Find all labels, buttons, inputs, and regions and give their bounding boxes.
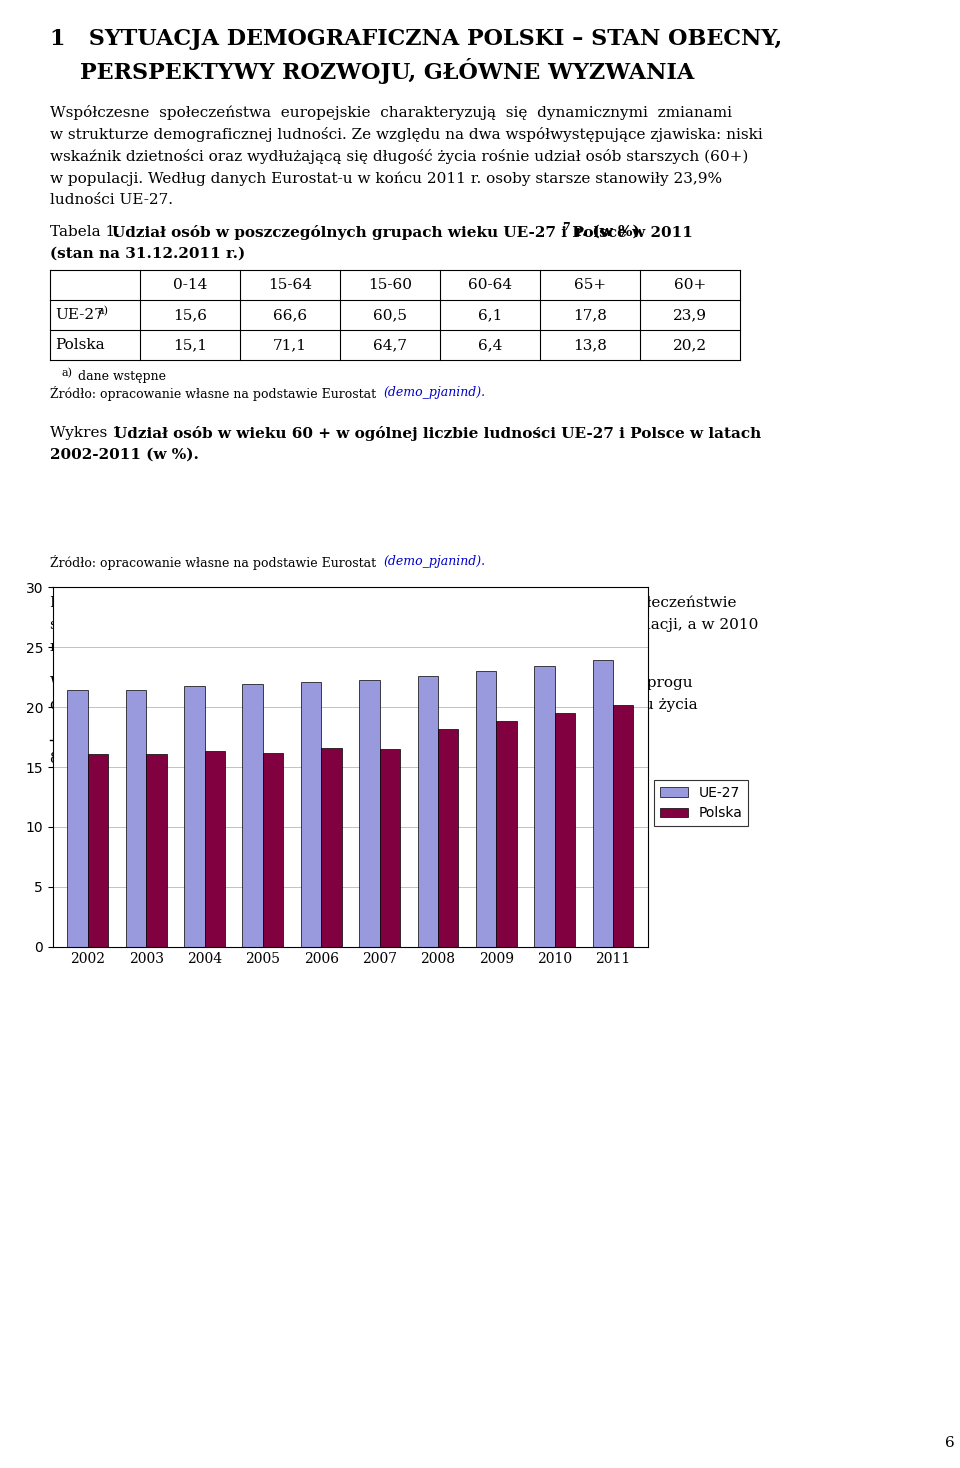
Bar: [243, 684, 263, 947]
Text: 60-64: 60-64: [468, 277, 512, 292]
Text: r. (w %): r. (w %): [570, 225, 639, 239]
Text: 6: 6: [946, 1436, 955, 1450]
Text: Tabela 1.: Tabela 1.: [50, 225, 125, 239]
Text: 15-60: 15-60: [368, 277, 412, 292]
Text: 20,2: 20,2: [673, 338, 708, 352]
Bar: [613, 705, 634, 947]
Text: 2002-2011 (w %).: 2002-2011 (w %).: [50, 448, 199, 462]
Text: dane wstępne: dane wstępne: [74, 370, 166, 383]
Text: 15-64: 15-64: [268, 277, 312, 292]
Text: 1   SYTUACJA DEMOGRAFICZNA POLSKI – STAN OBECNY,: 1 SYTUACJA DEMOGRAFICZNA POLSKI – STAN O…: [50, 28, 782, 50]
Text: PERSPEKTYWY ROZWOJU, GŁÓWNE WYZWANIA: PERSPEKTYWY ROZWOJU, GŁÓWNE WYZWANIA: [80, 59, 694, 84]
Text: 0-14: 0-14: [173, 277, 207, 292]
Bar: [146, 755, 167, 947]
Bar: [534, 666, 555, 947]
Text: 6,1: 6,1: [478, 308, 502, 321]
Bar: [204, 752, 225, 947]
Bar: [379, 749, 400, 947]
Text: demograficznej starości jest przekroczenie 12% udziału osób powyżej 60 roku życi: demograficznej starości jest przekroczen…: [50, 697, 698, 712]
Text: Źródło: opracowanie własne na podstawie Eurostat: Źródło: opracowanie własne na podstawie …: [50, 386, 380, 401]
Text: Według kryteriów przyjętych przez E. Rosseta wyznacznikiem przekroczenia progu: Według kryteriów przyjętych przez E. Ros…: [50, 675, 692, 690]
Text: 17,8: 17,8: [573, 308, 607, 321]
Text: (stan na 31.12.2011 r.): (stan na 31.12.2011 r.): [50, 247, 245, 261]
Text: 71,1: 71,1: [273, 338, 307, 352]
Bar: [555, 713, 575, 947]
Bar: [359, 680, 379, 947]
Text: Udział osób w wieku 60 + w ogólnej liczbie ludności UE-27 i Polsce w latach: Udział osób w wieku 60 + w ogólnej liczb…: [114, 426, 761, 440]
Text: Podobne trendy obserwuje się w Polsce. Udział osób starszych w polskim społeczeń: Podobne trendy obserwuje się w Polsce. U…: [50, 595, 736, 611]
Bar: [438, 728, 458, 947]
Text: UE-27: UE-27: [55, 308, 104, 321]
Text: 15,6: 15,6: [173, 308, 207, 321]
Bar: [184, 686, 204, 947]
Text: Współczesne  społeczeństwa  europejskie  charakteryzują  się  dynamicznymi  zmia: Współczesne społeczeństwa europejskie ch…: [50, 106, 732, 120]
Text: Źródło: opracowanie własne na podstawie Eurostat: Źródło: opracowanie własne na podstawie …: [50, 555, 380, 570]
Bar: [263, 753, 283, 947]
Text: 23,9: 23,9: [673, 308, 707, 321]
Text: 65+: 65+: [574, 277, 606, 292]
Text: (demo_pjanind).: (demo_pjanind).: [383, 555, 485, 568]
Text: 15,1: 15,1: [173, 338, 207, 352]
Text: r. już 19,7%,  co oznacza przyrost o 2 mln. osób (36,7 %).: r. już 19,7%, co oznacza przyrost o 2 ml…: [50, 639, 492, 655]
Bar: [496, 721, 516, 947]
Bar: [67, 690, 87, 947]
Bar: [418, 675, 438, 947]
Text: 66,6: 66,6: [273, 308, 307, 321]
Text: a): a): [62, 368, 73, 379]
Text: Polska: Polska: [55, 338, 105, 352]
Text: 13,8: 13,8: [573, 338, 607, 352]
Bar: [592, 661, 613, 947]
Text: ludności UE-27.: ludności UE-27.: [50, 192, 173, 207]
Text: (demo_pjanind).: (demo_pjanind).: [383, 386, 485, 399]
Text: wskaźnik dzietności oraz wydłużającą się długość życia rośnie udział osób starsz: wskaźnik dzietności oraz wydłużającą się…: [50, 148, 749, 164]
Text: Wykres 1.: Wykres 1.: [50, 426, 132, 440]
Bar: [87, 755, 108, 947]
Text: systematycznie rośnie. W 1988 r. ludność w wieku 60+stanowiła 14,5% populacji, a: systematycznie rośnie. W 1988 r. ludność…: [50, 617, 758, 633]
Text: w strukturze demograficznej ludności. Ze względu na dwa współwystępujące zjawisk: w strukturze demograficznej ludności. Ze…: [50, 128, 763, 142]
Legend: UE-27, Polska: UE-27, Polska: [655, 780, 748, 826]
Bar: [126, 690, 146, 947]
Text: 64,7: 64,7: [373, 338, 407, 352]
Bar: [476, 671, 496, 947]
Bar: [300, 683, 322, 947]
Text: 60,5: 60,5: [373, 308, 407, 321]
Text: 8: 8: [352, 636, 359, 646]
Text: 7: 7: [562, 222, 569, 232]
Text: a): a): [98, 305, 109, 316]
Bar: [322, 747, 342, 947]
Text: 8 GUS.: 8 GUS.: [50, 752, 99, 766]
Text: 6,4: 6,4: [478, 338, 502, 352]
Text: w populacji. Według danych Eurostat-u w końcu 2011 r. osoby starsze stanowiły 23: w populacji. Według danych Eurostat-u w …: [50, 170, 722, 185]
Text: Udział osób w poszczególnych grupach wieku UE-27 i Polsce w 2011: Udział osób w poszczególnych grupach wie…: [112, 225, 693, 239]
Text: 60+: 60+: [674, 277, 707, 292]
